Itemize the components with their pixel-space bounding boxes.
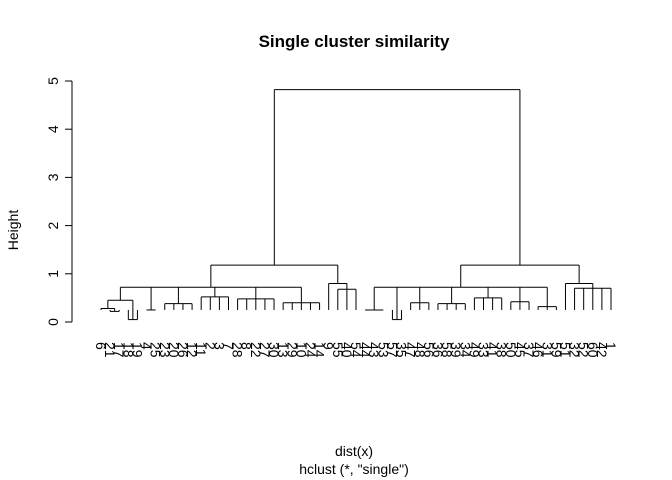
x-axis-label: dist(x)	[335, 443, 373, 459]
leaf-label: 58	[439, 342, 455, 358]
leaf-label: 11	[193, 342, 209, 357]
leaf-label: 10	[293, 342, 309, 358]
chart-title: Single cluster similarity	[259, 32, 450, 51]
leaf-label: 31	[539, 342, 555, 358]
y-tick-label: 4	[45, 125, 61, 133]
leaf-label: 28	[230, 342, 246, 358]
leaf-label: 39	[448, 342, 464, 358]
leaf-label: 22	[248, 342, 264, 358]
leaf-label: 45	[512, 342, 528, 358]
leaf-label: 4	[139, 342, 155, 350]
leaf-labels: 6211718194252320261211237288222730132910…	[93, 342, 619, 358]
leaf-label: 33	[476, 342, 492, 358]
leaf-label: 50	[503, 342, 519, 358]
leaf-label: 51	[557, 342, 573, 358]
leaf-label: 40	[339, 342, 355, 358]
leaf-label: 46	[530, 342, 546, 358]
leaf-label: 34	[457, 342, 473, 358]
leaf-label: 21	[102, 342, 118, 358]
leaf-label: 23	[157, 342, 173, 358]
leaf-label: 1	[603, 342, 619, 350]
leaf-label: 18	[120, 342, 136, 358]
leaf-label: 19	[129, 342, 145, 358]
leaf-label: 57	[384, 342, 400, 358]
y-axis: 0 1 2 3 4 5	[45, 77, 73, 326]
leaf-label: 32	[567, 342, 583, 358]
leaf-label: 52	[576, 342, 592, 358]
y-tick-label: 1	[45, 270, 61, 278]
leaf-label: 9	[321, 342, 337, 350]
leaf-label: 42	[594, 342, 610, 358]
leaf-label: 55	[330, 342, 346, 358]
leaf-label: 36	[430, 342, 446, 358]
leaf-label: 60	[585, 342, 601, 358]
leaf-label: 43	[366, 342, 382, 358]
leaf-label: 14	[312, 342, 328, 358]
leaf-label: 7	[221, 342, 237, 350]
y-tick-label: 5	[45, 77, 61, 85]
leaf-label: 20	[166, 342, 182, 358]
leaf-label: 49	[466, 342, 482, 358]
y-tick-label: 0	[45, 318, 61, 326]
leaf-label: 12	[184, 342, 200, 358]
leaf-label: 3	[211, 342, 227, 350]
leaf-label: 24	[302, 342, 318, 358]
hclust-method-label: hclust (*, "single")	[299, 461, 409, 477]
leaf-label: 13	[275, 342, 291, 358]
dendrogram-tree	[100, 89, 612, 321]
y-tick-label: 3	[45, 173, 61, 181]
leaf-label: 41	[485, 342, 501, 358]
leaf-label: 27	[257, 342, 273, 358]
leaf-label: 59	[548, 342, 564, 358]
leaf-label: 53	[375, 342, 391, 358]
leaf-label: 44	[357, 342, 373, 358]
leaf-label: 47	[403, 342, 419, 358]
leaf-label: 6	[93, 342, 109, 350]
leaf-label: 54	[348, 342, 364, 358]
y-axis-label: Height	[5, 210, 21, 251]
leaf-label: 2	[202, 342, 218, 350]
leaf-label: 56	[421, 342, 437, 358]
leaf-label: 17	[111, 342, 127, 358]
leaf-label: 26	[175, 342, 191, 358]
leaf-label: 38	[494, 342, 510, 358]
leaf-label: 8	[239, 342, 255, 350]
leaf-label: 48	[412, 342, 428, 358]
leaf-label: 29	[284, 342, 300, 358]
leaf-label: 25	[148, 342, 164, 358]
y-tick-label: 2	[45, 221, 61, 229]
leaf-label: 37	[521, 342, 537, 358]
leaf-label: 35	[394, 342, 410, 358]
leaf-label: 30	[266, 342, 282, 358]
